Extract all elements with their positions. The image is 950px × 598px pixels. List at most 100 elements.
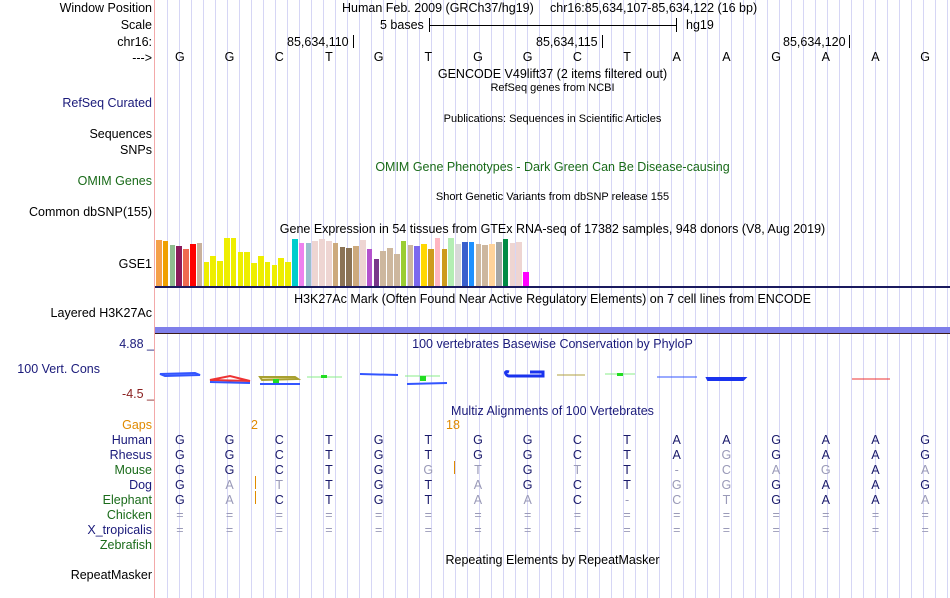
dbsnp-track-label[interactable]: Common dbSNP(155) [29, 205, 152, 219]
gtex-tissue-bar[interactable] [169, 245, 176, 286]
repeatmasker-track-label[interactable]: RepeatMasker [70, 568, 152, 582]
sequence-base: G [920, 50, 931, 64]
gtex-tissue-bar[interactable] [523, 271, 529, 286]
guide-line [551, 0, 552, 598]
gtex-tissue-bar[interactable] [251, 263, 257, 286]
publications-track-label[interactable]: Sequences [89, 127, 152, 141]
gtex-tissue-bar[interactable] [176, 245, 182, 286]
gtex-tissue-bar[interactable] [203, 262, 210, 286]
species-label[interactable]: Rhesus [109, 448, 152, 462]
gtex-tissue-bar[interactable] [237, 252, 244, 286]
species-label[interactable]: Chicken [106, 508, 152, 522]
gtex-tissue-bar[interactable] [217, 260, 223, 286]
gtex-tissue-bar[interactable] [441, 249, 448, 286]
gtex-track-label[interactable]: GSE1 [118, 257, 152, 271]
h3k27ac-track-label[interactable]: Layered H3K27Ac [50, 306, 152, 320]
gtex-tissue-bar[interactable] [244, 252, 250, 286]
gtex-tissue-bar[interactable] [462, 241, 468, 286]
alignment-base: A [871, 448, 880, 462]
window-position-label[interactable]: Window Position [59, 1, 152, 15]
gtex-tissue-bar[interactable] [258, 255, 264, 286]
gtex-tissue-bar[interactable] [387, 248, 393, 286]
gtex-tissue-bar[interactable] [475, 244, 482, 286]
gtex-tissue-bar[interactable] [502, 239, 509, 286]
gtex-tissue-bar[interactable] [332, 243, 339, 286]
gtex-tissue-bar[interactable] [366, 248, 373, 286]
gtex-tissue-bar[interactable] [516, 242, 522, 286]
species-label[interactable]: Elephant [102, 493, 152, 507]
gtex-tissue-bar[interactable] [292, 239, 298, 286]
gtex-tissue-bar[interactable] [196, 243, 203, 286]
omim-track-label[interactable]: OMIM Genes [77, 174, 152, 188]
gaps-label[interactable]: Gaps [122, 418, 152, 432]
alignment-base: G [721, 478, 732, 492]
species-label[interactable]: Dog [129, 478, 152, 492]
gtex-tissue-bar[interactable] [414, 245, 420, 286]
gtex-tissue-bar[interactable] [326, 240, 332, 286]
species-label[interactable]: Human [111, 433, 152, 447]
scale-bar [429, 25, 676, 26]
gtex-tissue-bar[interactable] [421, 244, 427, 286]
gtex-tissue-bar[interactable] [496, 241, 502, 286]
gtex-tissue-bar[interactable] [394, 254, 400, 286]
guide-line [671, 0, 672, 598]
gtex-tissue-bar[interactable] [264, 262, 271, 286]
gtex-tissue-bar[interactable] [156, 240, 162, 286]
sequence-base: A [821, 50, 830, 64]
gtex-tissue-bar[interactable] [162, 241, 169, 286]
guide-line [707, 0, 708, 598]
guide-line [947, 0, 948, 598]
gtex-tissue-bar[interactable] [312, 240, 318, 286]
scale-label[interactable]: Scale [120, 18, 152, 32]
refseq-track-label[interactable]: RefSeq Curated [62, 96, 152, 110]
gtex-tissue-bar[interactable] [230, 238, 237, 286]
gtex-bar-chart[interactable] [155, 236, 535, 286]
gtex-tissue-bar[interactable] [407, 244, 414, 286]
strand-label[interactable]: ---> [132, 51, 152, 65]
snps-track-label[interactable]: SNPs [120, 143, 152, 157]
gencode-track-title[interactable]: GENCODE V49lift37 (2 items filtered out) [437, 67, 668, 81]
gtex-tissue-bar[interactable] [305, 243, 312, 286]
gtex-tissue-bar[interactable] [360, 239, 366, 286]
gtex-tissue-bar[interactable] [278, 257, 284, 286]
gtex-tissue-bar[interactable] [224, 238, 230, 286]
gtex-tissue-bar[interactable] [319, 238, 325, 286]
gtex-tissue-bar[interactable] [434, 238, 441, 286]
gtex-tissue-bar[interactable] [482, 245, 488, 286]
gtex-tissue-bar[interactable] [271, 264, 278, 286]
phylop-logos [159, 370, 890, 385]
phylop-ymin: -4.5 _ [122, 387, 154, 401]
alignment-base: A [225, 478, 234, 492]
gtex-tissue-bar[interactable] [190, 244, 196, 286]
guide-line [383, 0, 384, 598]
gtex-tissue-bar[interactable] [210, 255, 216, 286]
gtex-tissue-bar[interactable] [455, 244, 461, 286]
phylop-track-label[interactable]: 100 Vert. Cons [17, 362, 100, 376]
gtex-tissue-bar[interactable] [489, 243, 495, 286]
chrom-label[interactable]: chr16: [117, 35, 152, 49]
sequence-base: G [473, 50, 483, 64]
gtex-tissue-bar[interactable] [339, 247, 346, 286]
alignment-base: = [722, 523, 731, 537]
gtex-tissue-bar[interactable] [285, 262, 291, 286]
gtex-tissue-bar[interactable] [298, 243, 305, 286]
gtex-tissue-bar[interactable] [346, 247, 352, 286]
alignment-base: A [920, 493, 930, 507]
gtex-tissue-bar[interactable] [448, 238, 454, 286]
gtex-tissue-bar[interactable] [373, 259, 380, 286]
alignment-base: C [572, 433, 582, 447]
gtex-tissue-bar[interactable] [428, 249, 434, 286]
alignment-base: G [373, 478, 384, 492]
gtex-tissue-bar[interactable] [353, 245, 359, 286]
alignment-base: T [325, 478, 333, 492]
gtex-tissue-bar[interactable] [183, 248, 189, 286]
gtex-tissue-bar[interactable] [468, 241, 475, 286]
species-label[interactable]: X_tropicalis [87, 523, 152, 537]
ruler-tick-label: 85,634,115 [536, 35, 598, 49]
alignment-base: A [821, 493, 830, 507]
gtex-tissue-bar[interactable] [509, 242, 516, 286]
gtex-tissue-bar[interactable] [380, 250, 386, 286]
species-label[interactable]: Mouse [114, 463, 152, 477]
gtex-tissue-bar[interactable] [400, 241, 407, 286]
species-label[interactable]: Zebrafish [99, 538, 152, 552]
